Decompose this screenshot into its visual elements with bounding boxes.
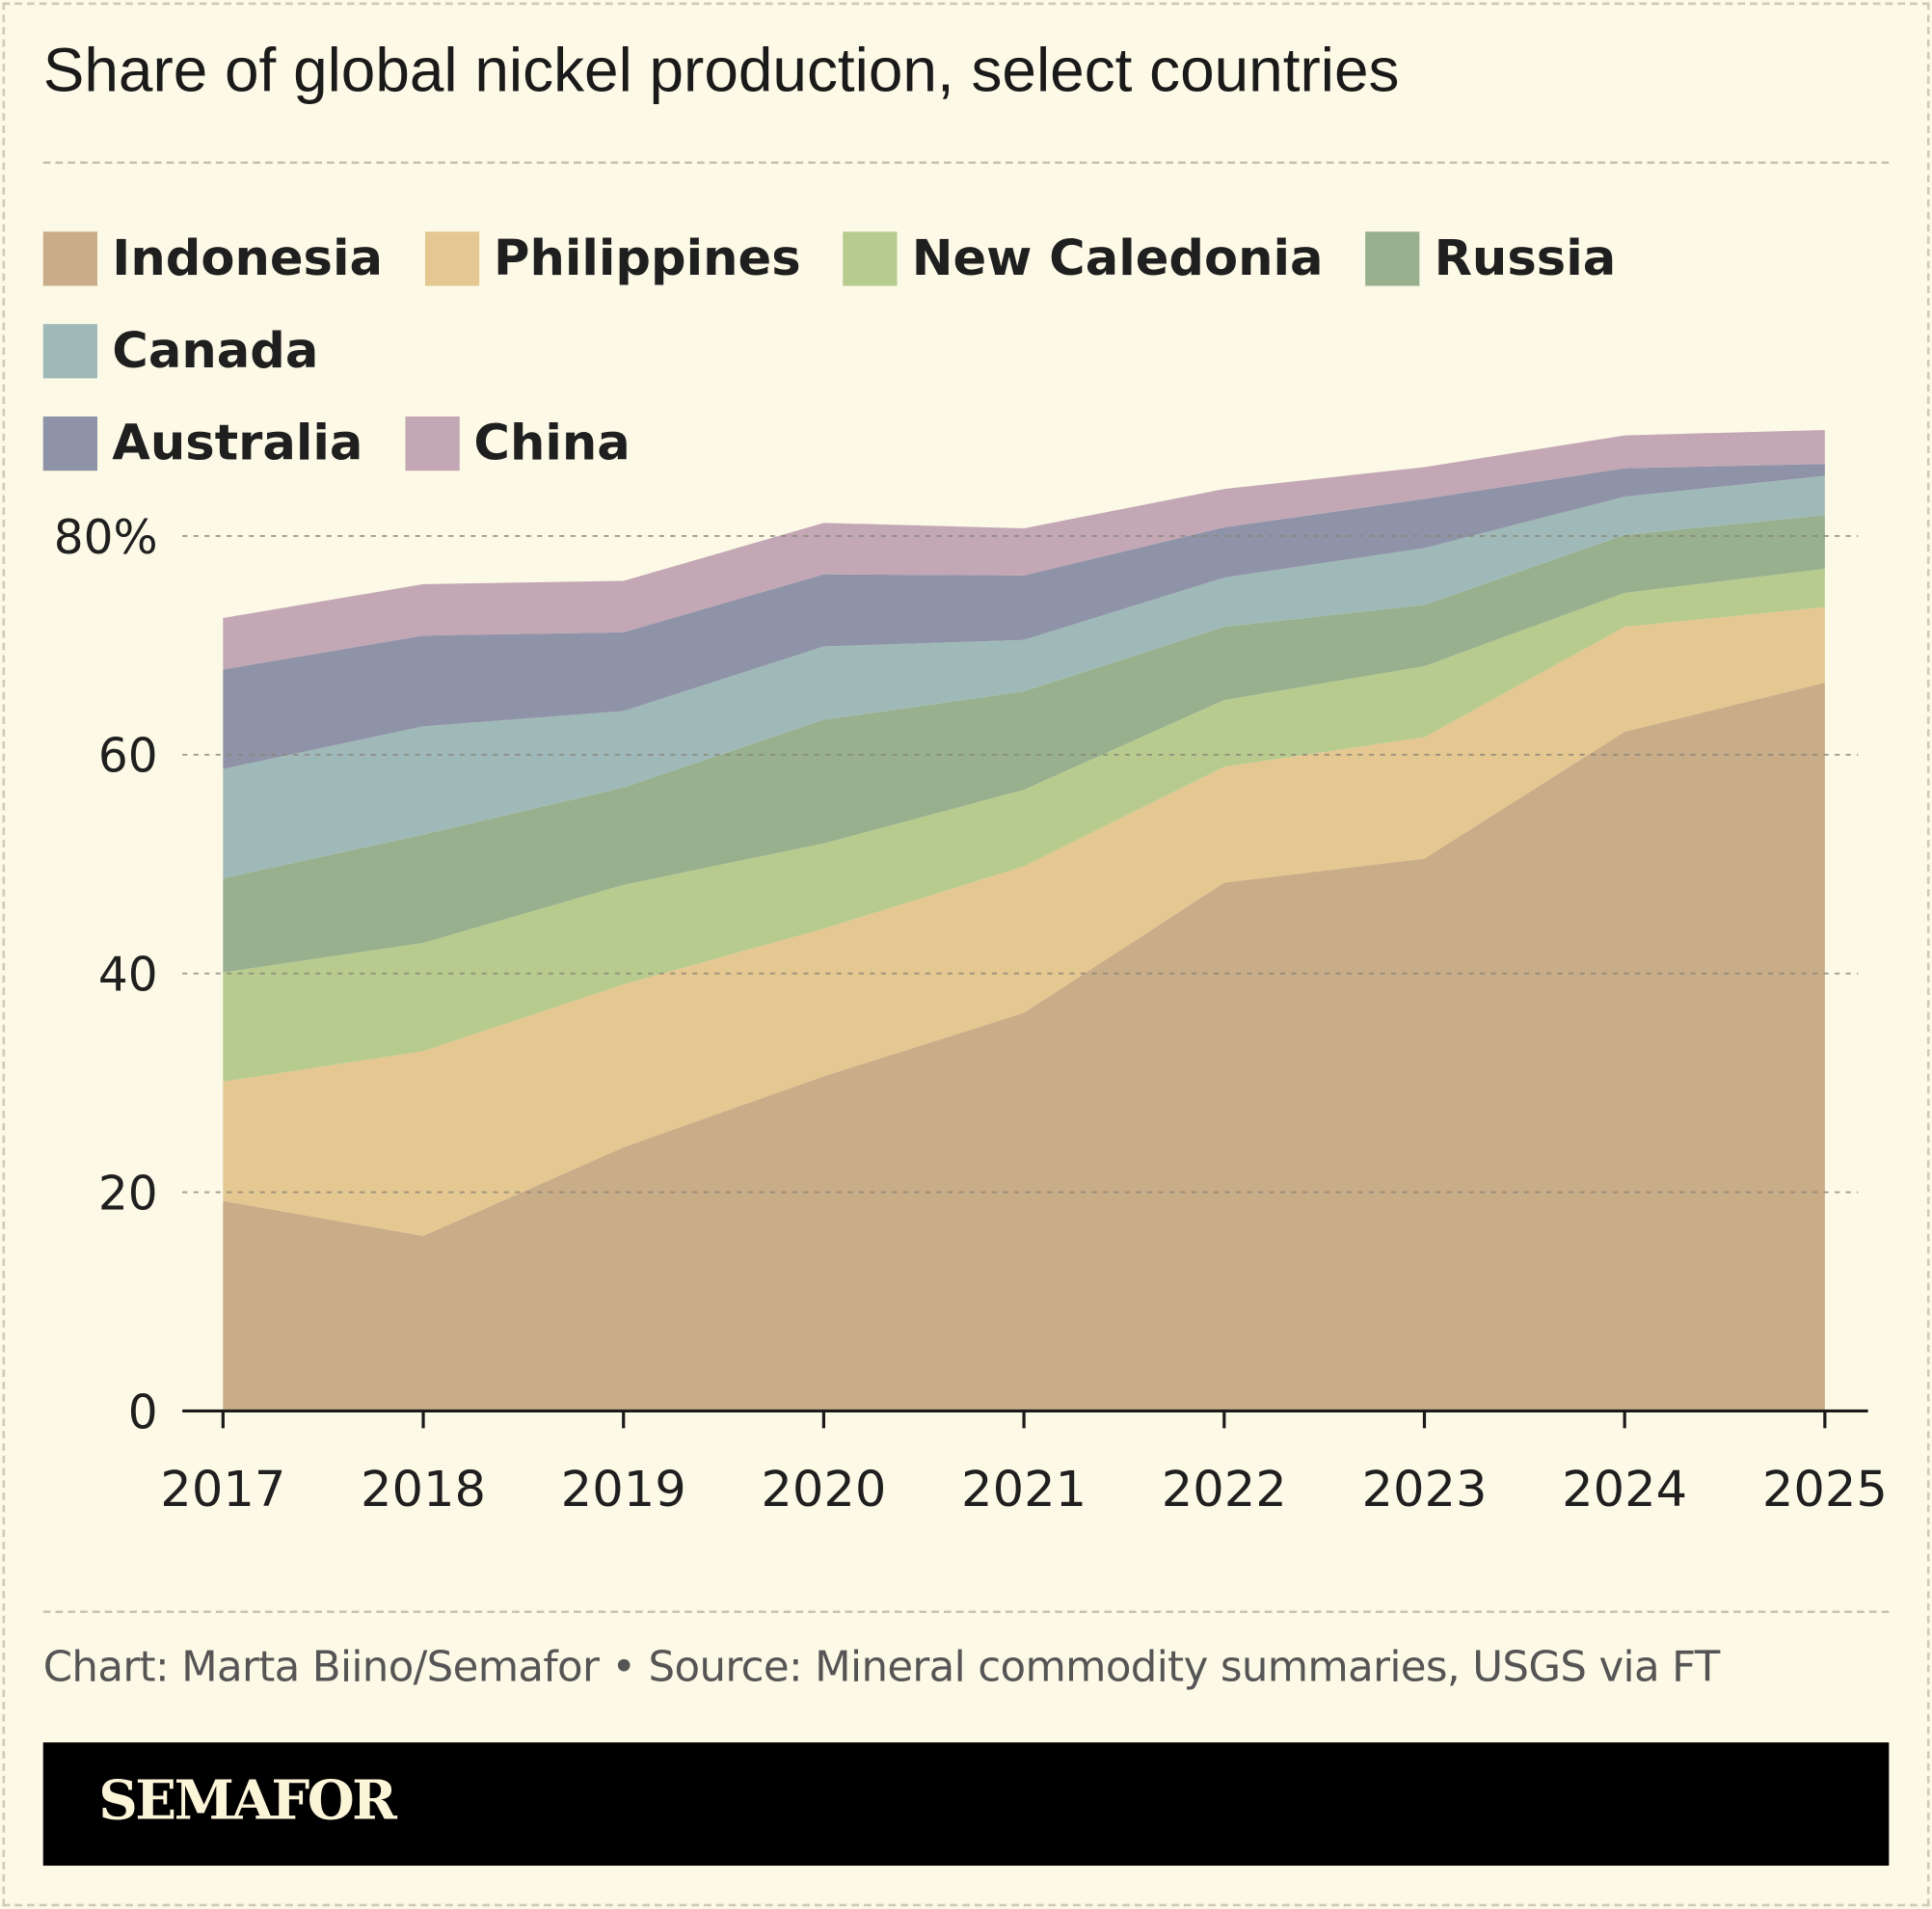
area-new-caledonia [223,569,1825,1082]
x-tick-label: 2018 [361,1462,486,1519]
x-tick-label: 2021 [961,1462,1087,1519]
legend-label: Canada [112,322,319,380]
legend-label: New Caledonia [911,230,1324,287]
y-tick-label: 60 [98,730,158,784]
legend-item-canada: Canada [42,320,319,382]
semafor-logo: SEMAFOR [98,1769,397,1833]
x-tick-label: 2024 [1562,1462,1687,1519]
area-canada [223,475,1825,879]
area-chart: 0 20 40 60 80% 2017 2018 2019 2020 2021 2022 2023 20… [54,429,1888,1519]
divider [42,1610,1890,1614]
legend-swatch [42,416,97,471]
chart-title: Share of global nickel production, selec… [42,36,1400,105]
source-credit: Chart: Marta Biino/Semafor • Source: Min… [42,1642,1721,1692]
y-tick-label: 0 [128,1385,158,1439]
y-tick-label: 80% [54,511,158,565]
legend-item-china: China [404,413,631,474]
legend-label: Australia [112,415,363,472]
legend-swatch [424,231,479,286]
x-tick-label: 2025 [1762,1462,1888,1519]
legend-swatch [404,416,460,471]
brand-bar: SEMAFOR [42,1742,1890,1867]
divider [42,161,1890,164]
legend-item-indonesia: Indonesia [42,228,383,289]
legend-swatch [1364,231,1420,286]
legend-swatch [42,231,97,286]
legend: Indonesia Philippines New Caledonia Russia C… [42,228,1892,505]
legend-label: Indonesia [112,230,383,287]
area-philippines [223,606,1825,1236]
legend-item-philippines: Philippines [424,228,801,289]
legend-swatch [42,324,97,379]
legend-label: China [473,415,631,472]
area-china [223,429,1825,670]
area-russia [223,515,1825,973]
area-indonesia [223,682,1825,1412]
legend-swatch [843,231,898,286]
x-tick-label: 2017 [160,1462,285,1519]
area-australia [223,464,1825,769]
y-tick-label: 40 [98,949,158,1003]
legend-item-australia: Australia [42,413,363,474]
x-tick-label: 2022 [1162,1462,1287,1519]
x-tick-label: 2023 [1361,1462,1487,1519]
y-tick-label: 20 [98,1167,158,1221]
x-tick-label: 2020 [761,1462,886,1519]
legend-item-russia: Russia [1364,228,1617,289]
legend-item-new-caledonia: New Caledonia [843,228,1324,289]
x-tick-label: 2019 [561,1462,686,1519]
legend-label: Russia [1434,230,1617,287]
legend-label: Philippines [493,230,801,287]
